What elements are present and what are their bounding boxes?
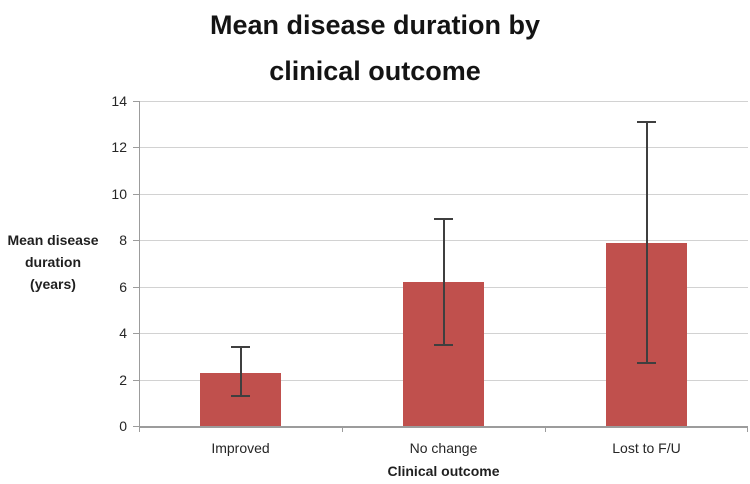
chart-title-line-2: clinical outcome xyxy=(269,56,481,86)
y-axis-title: Mean disease duration (years) xyxy=(0,229,106,295)
y-axis-line xyxy=(139,101,140,426)
y-tick-label: 10 xyxy=(111,186,127,202)
category-label: No change xyxy=(409,440,478,456)
y-axis-title-line-2: duration xyxy=(25,254,81,270)
gridline xyxy=(139,147,748,148)
error-bar-cap xyxy=(637,121,656,123)
x-axis-title: Clinical outcome xyxy=(387,463,500,479)
y-axis-tick xyxy=(133,333,139,334)
error-bar-line xyxy=(240,347,242,396)
y-axis-tick xyxy=(133,147,139,148)
y-tick-label: 14 xyxy=(111,93,127,109)
y-axis-tick xyxy=(133,194,139,195)
x-axis-tick xyxy=(342,426,343,432)
error-bar-line xyxy=(646,122,648,363)
error-bar-cap xyxy=(434,344,453,346)
y-axis-tick xyxy=(133,101,139,102)
error-bar-cap xyxy=(231,346,250,348)
y-tick-label: 0 xyxy=(119,418,127,434)
gridline xyxy=(139,194,748,195)
y-axis-title-line-1: Mean disease xyxy=(7,232,99,248)
error-bar-cap xyxy=(434,218,453,220)
x-axis-line xyxy=(139,426,748,428)
y-tick-label: 4 xyxy=(119,325,127,341)
y-axis-tick xyxy=(133,380,139,381)
y-axis-tick xyxy=(133,240,139,241)
y-axis-tick xyxy=(133,287,139,288)
y-tick-label: 6 xyxy=(119,279,127,295)
x-axis-tick xyxy=(747,426,748,432)
gridline xyxy=(139,101,748,102)
error-bar-line xyxy=(443,219,445,344)
y-tick-label: 2 xyxy=(119,372,127,388)
x-axis-tick xyxy=(545,426,546,432)
error-bar-cap xyxy=(231,395,250,397)
y-tick-label: 8 xyxy=(119,232,127,248)
category-label: Lost to F/U xyxy=(612,440,681,456)
y-axis-tick xyxy=(133,426,139,427)
chart-title: Mean disease duration by clinical outcom… xyxy=(0,2,750,94)
y-tick-label: 12 xyxy=(111,139,127,155)
y-axis-title-line-3: (years) xyxy=(30,276,76,292)
chart-title-line-1: Mean disease duration by xyxy=(209,10,541,40)
x-axis-tick xyxy=(139,426,140,432)
error-bar-cap xyxy=(637,362,656,364)
category-label: Improved xyxy=(211,440,270,456)
